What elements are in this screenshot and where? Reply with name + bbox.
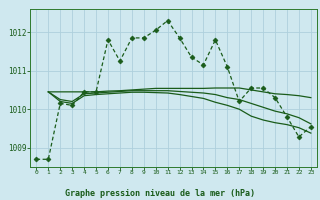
Text: Graphe pression niveau de la mer (hPa): Graphe pression niveau de la mer (hPa) <box>65 189 255 198</box>
